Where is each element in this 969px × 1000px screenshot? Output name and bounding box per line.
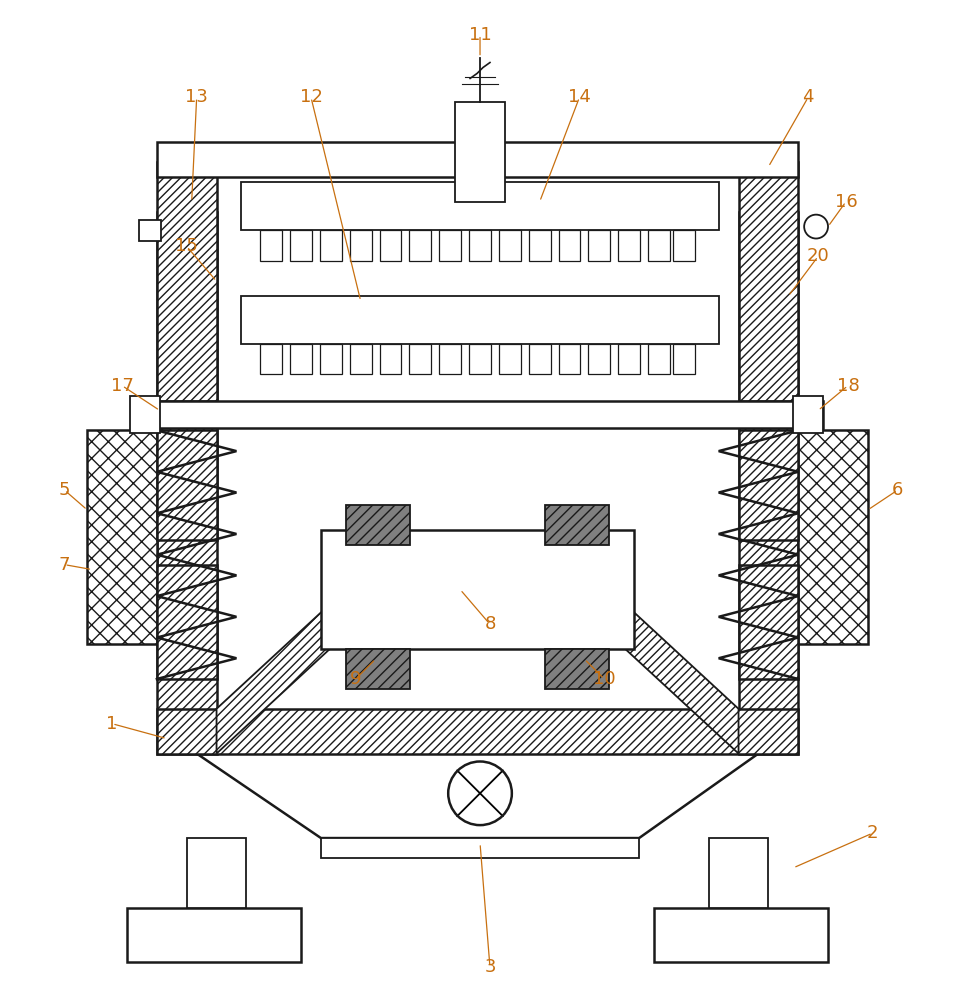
Bar bbox=[157, 565, 216, 679]
Bar bbox=[132, 401, 823, 428]
Bar bbox=[261, 230, 282, 261]
Bar bbox=[708, 838, 768, 908]
Bar bbox=[87, 430, 157, 644]
Bar bbox=[290, 230, 312, 261]
Bar bbox=[346, 649, 411, 689]
Bar bbox=[380, 230, 401, 261]
Bar bbox=[618, 344, 641, 374]
Bar bbox=[558, 344, 580, 374]
Bar bbox=[794, 396, 823, 433]
Polygon shape bbox=[197, 754, 759, 838]
Text: 16: 16 bbox=[834, 193, 858, 211]
Text: 8: 8 bbox=[484, 615, 496, 633]
Bar bbox=[588, 230, 610, 261]
Text: 11: 11 bbox=[469, 26, 491, 44]
Bar bbox=[672, 344, 695, 374]
Text: 20: 20 bbox=[807, 247, 829, 265]
Bar bbox=[439, 344, 461, 374]
Bar bbox=[529, 230, 550, 261]
Text: 18: 18 bbox=[836, 377, 860, 395]
Bar bbox=[558, 230, 580, 261]
Bar bbox=[321, 530, 634, 649]
Bar bbox=[241, 182, 719, 230]
Bar bbox=[350, 230, 372, 261]
Bar bbox=[738, 565, 798, 679]
Bar bbox=[157, 142, 798, 177]
Bar bbox=[127, 908, 301, 962]
Text: 3: 3 bbox=[484, 958, 496, 976]
Bar bbox=[157, 212, 216, 754]
Bar bbox=[439, 230, 461, 261]
Bar bbox=[187, 838, 246, 908]
Bar bbox=[320, 344, 342, 374]
Text: 12: 12 bbox=[299, 88, 323, 106]
Bar bbox=[321, 838, 640, 858]
Bar bbox=[648, 230, 670, 261]
Text: 15: 15 bbox=[175, 237, 198, 255]
Bar bbox=[157, 162, 216, 401]
Text: 6: 6 bbox=[891, 481, 903, 499]
Text: 10: 10 bbox=[593, 670, 615, 688]
Bar bbox=[648, 344, 670, 374]
Bar bbox=[410, 344, 431, 374]
Bar bbox=[455, 102, 505, 202]
Bar bbox=[618, 230, 641, 261]
Bar bbox=[798, 430, 868, 644]
Bar bbox=[350, 344, 372, 374]
Bar bbox=[738, 162, 798, 401]
Bar bbox=[130, 396, 160, 433]
Bar bbox=[654, 908, 828, 962]
Text: 4: 4 bbox=[802, 88, 814, 106]
Text: 14: 14 bbox=[568, 88, 591, 106]
Bar bbox=[469, 230, 491, 261]
Bar bbox=[738, 212, 798, 754]
Text: 5: 5 bbox=[59, 481, 70, 499]
Bar bbox=[157, 709, 798, 754]
Bar bbox=[410, 230, 431, 261]
Bar bbox=[469, 344, 491, 374]
Text: 9: 9 bbox=[350, 670, 361, 688]
Bar bbox=[290, 344, 312, 374]
Bar bbox=[499, 230, 520, 261]
Bar bbox=[139, 220, 161, 241]
Text: 1: 1 bbox=[107, 715, 118, 733]
Bar bbox=[588, 344, 610, 374]
Text: 7: 7 bbox=[59, 556, 70, 574]
Bar bbox=[241, 296, 719, 344]
Bar bbox=[157, 430, 216, 540]
Text: 13: 13 bbox=[185, 88, 208, 106]
Bar bbox=[346, 505, 411, 545]
Bar bbox=[499, 344, 520, 374]
Bar bbox=[672, 230, 695, 261]
Bar bbox=[320, 230, 342, 261]
Polygon shape bbox=[216, 589, 346, 754]
Bar bbox=[545, 505, 610, 545]
Bar bbox=[380, 344, 401, 374]
Bar bbox=[529, 344, 550, 374]
Bar bbox=[545, 649, 610, 689]
Polygon shape bbox=[610, 589, 738, 754]
Text: 17: 17 bbox=[110, 377, 134, 395]
Bar bbox=[261, 344, 282, 374]
Text: 2: 2 bbox=[867, 824, 879, 842]
Bar bbox=[738, 430, 798, 540]
